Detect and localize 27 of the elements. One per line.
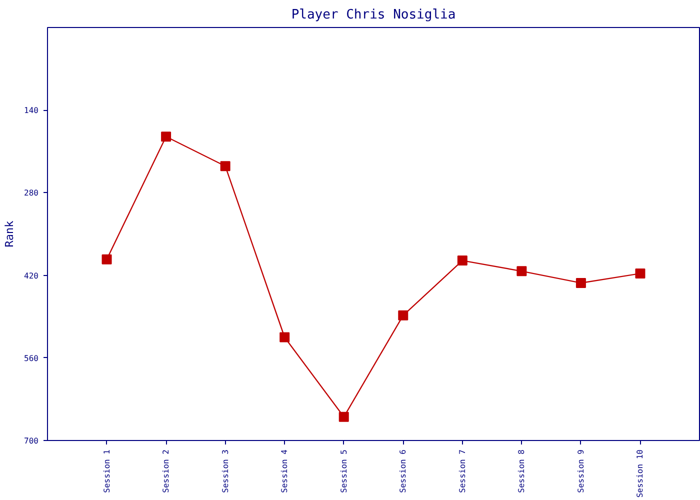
y-tick-label: 700 [24, 436, 39, 446]
point [457, 256, 468, 266]
point [635, 268, 646, 279]
chart-title: Player Chris Nosiglia [291, 8, 456, 22]
point [516, 266, 527, 276]
x-tick-label: Session 7 [458, 449, 467, 493]
x-tick-label: Session 4 [280, 449, 290, 493]
x-tick-label: Session 1 [102, 449, 112, 493]
x-tick-label: Session 8 [517, 449, 526, 493]
y-tick-label: 280 [24, 188, 39, 198]
point [220, 161, 230, 172]
point [576, 278, 586, 288]
x-tick-label: Session 10 [636, 449, 645, 498]
y-tick-label: 420 [24, 271, 39, 280]
x-tick-label: Session 3 [220, 449, 230, 493]
y-axis-title: Rank [3, 220, 16, 248]
x-tick-label: Session 2 [162, 449, 171, 493]
point [398, 310, 408, 320]
point [161, 132, 172, 142]
point [280, 332, 290, 342]
y-tick-label: 560 [24, 354, 39, 363]
y-tick-label: 140 [24, 106, 39, 116]
point [338, 412, 349, 422]
x-tick-label: Session 9 [576, 449, 586, 493]
x-tick-label: Session 6 [398, 449, 408, 493]
x-tick-label: Session 5 [339, 449, 348, 493]
point [102, 254, 112, 264]
